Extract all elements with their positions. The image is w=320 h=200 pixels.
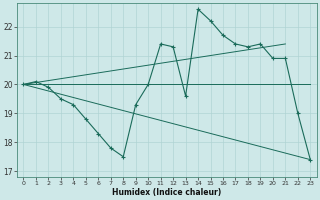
X-axis label: Humidex (Indice chaleur): Humidex (Indice chaleur) bbox=[112, 188, 221, 197]
